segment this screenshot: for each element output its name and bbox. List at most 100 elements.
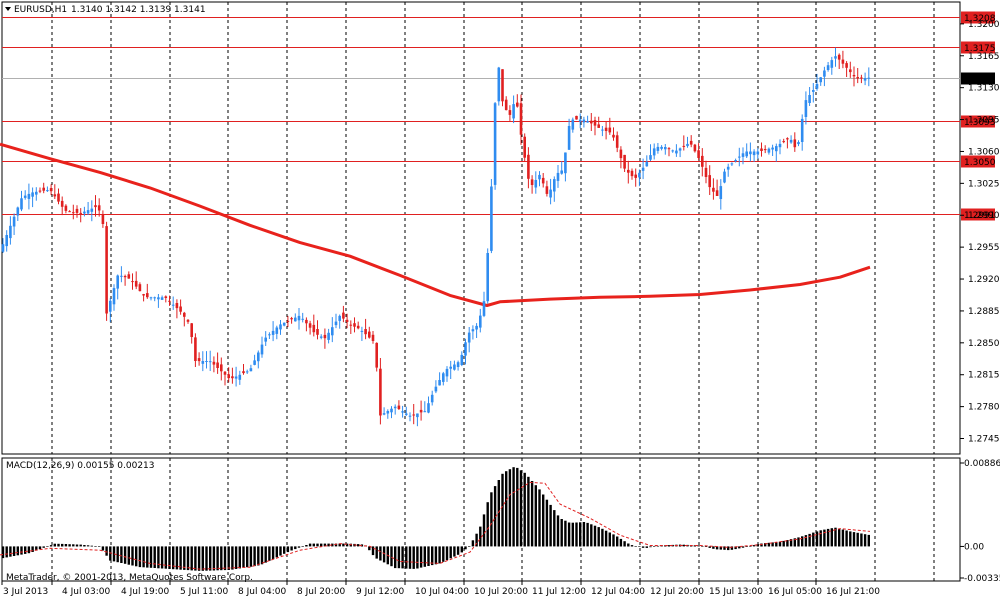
macd-bar — [856, 532, 859, 547]
candle-body — [460, 354, 464, 365]
candle-body — [749, 151, 752, 155]
macd-bar — [312, 543, 315, 547]
candle-body — [534, 180, 538, 188]
macd-bar — [201, 546, 204, 571]
candle-body — [808, 95, 811, 103]
macd-bar — [175, 546, 179, 570]
candle-body — [83, 211, 86, 214]
candle-body — [57, 193, 60, 202]
macd-bar — [597, 527, 600, 547]
time-tick-label: 15 Jul 13:00 — [709, 587, 763, 597]
candle-body — [105, 226, 108, 314]
candle-body — [812, 90, 815, 92]
candle-body — [342, 312, 345, 319]
candle-body — [390, 408, 393, 413]
macd-bar — [734, 546, 737, 550]
candle-body — [123, 276, 127, 278]
candle-body — [782, 141, 785, 143]
price-panel[interactable] — [1, 1, 961, 455]
candle-body — [671, 150, 674, 152]
candle-body — [564, 152, 567, 174]
candle-body — [205, 361, 208, 362]
candle-body — [9, 225, 12, 239]
candle-body — [249, 368, 253, 372]
candle-body — [601, 129, 604, 131]
candle-body — [678, 148, 682, 151]
macd-bar — [456, 546, 460, 555]
price-axis: 1.3200 1.3165 1.3130 1.3095 1.3060 1.3025 1.29… — [960, 20, 1000, 445]
candle-body — [726, 166, 730, 170]
macd-bar — [863, 534, 867, 547]
candle-body — [86, 210, 90, 214]
macd-bar — [305, 545, 308, 547]
candle-body — [604, 127, 608, 131]
price-candles — [1, 47, 871, 427]
macd-bar — [212, 546, 216, 571]
candle-body — [345, 319, 349, 322]
candle-body — [819, 77, 822, 83]
macd-bar — [320, 543, 323, 547]
macd-bar — [756, 544, 759, 547]
macd-bar — [701, 546, 704, 547]
macd-bar — [401, 546, 404, 569]
macd-bar — [138, 546, 142, 568]
macd-bar — [194, 546, 197, 571]
macd-bar — [453, 546, 456, 557]
candle-body — [382, 413, 386, 415]
candle-body — [157, 297, 160, 300]
macd-bar — [571, 522, 574, 547]
macd-bar — [860, 533, 863, 547]
candle-body — [134, 280, 138, 287]
dropdown-triangle-icon[interactable] — [5, 7, 11, 11]
candle-body — [627, 169, 630, 173]
candle-body — [120, 275, 123, 277]
macd-bar — [27, 546, 31, 554]
candle-body — [242, 371, 245, 374]
price-tick-label: 1.2955 — [968, 243, 1000, 253]
candle-body — [253, 360, 256, 365]
candle-body — [664, 147, 667, 150]
candle-body — [368, 331, 371, 338]
candle-body — [53, 194, 57, 197]
candle-body — [523, 136, 526, 158]
macd-bar — [246, 546, 249, 568]
candle-body — [301, 318, 304, 320]
macd-bar — [645, 546, 648, 548]
macd-bar — [123, 546, 127, 564]
candle-body — [504, 99, 508, 111]
time-axis: 3 Jul 2013 4 Jul 03:00 4 Jul 19:00 5 Jul 11… — [1, 581, 880, 597]
candle-body — [60, 200, 64, 207]
candle-body — [323, 334, 327, 339]
macd-bar — [275, 546, 278, 558]
candle-body — [27, 193, 31, 199]
macd-bar — [61, 543, 64, 547]
candle-body — [379, 368, 382, 416]
macd-bar — [656, 545, 660, 547]
macd-bar — [464, 546, 467, 550]
macd-bar — [490, 492, 493, 547]
macd-bar — [427, 546, 430, 566]
candle-body — [560, 170, 563, 174]
macd-bar — [412, 546, 415, 569]
time-tick-label: 3 Jul 2013 — [3, 587, 48, 597]
candle-body — [571, 119, 575, 130]
price-tick-label: 1.2885 — [968, 307, 1000, 317]
macd-bar — [545, 499, 549, 547]
moving-average — [0, 142, 871, 307]
candle-body — [183, 312, 186, 317]
macd-bar — [160, 546, 164, 569]
macd-bar — [105, 546, 108, 556]
price-tick-label: 1.2920 — [968, 275, 1000, 285]
time-tick-label: 9 Jul 12:00 — [356, 587, 405, 597]
macd-bar — [183, 546, 186, 570]
macd-bar — [397, 546, 401, 569]
candle-body — [852, 75, 856, 77]
macd-bar — [294, 546, 297, 550]
candle-body — [231, 376, 234, 379]
candle-body — [723, 171, 726, 183]
candle-body — [223, 371, 227, 375]
candle-body — [127, 274, 131, 279]
candle-body — [268, 334, 271, 336]
time-tick-label: 4 Jul 03:00 — [62, 587, 111, 597]
